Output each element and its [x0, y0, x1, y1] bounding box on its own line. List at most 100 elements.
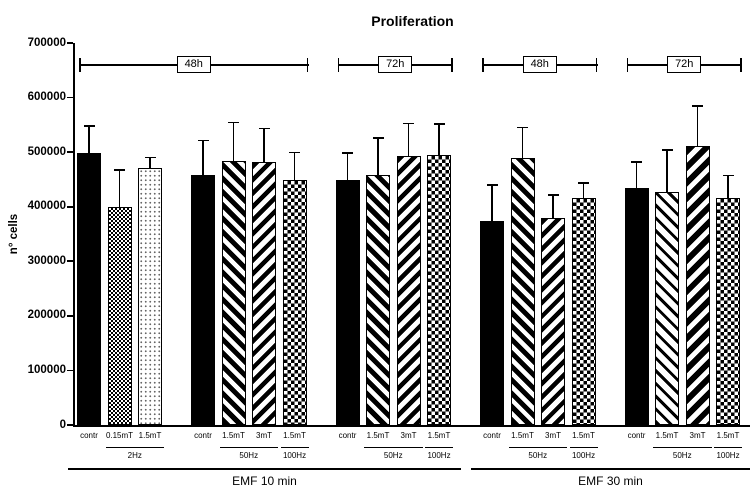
chart-title: Proliferation	[371, 13, 454, 29]
bracket-end-tick	[482, 58, 484, 72]
bar-label: 3mT	[689, 431, 706, 440]
error-bar-line	[666, 151, 668, 192]
bar-1.5mT	[716, 197, 740, 425]
bar-1.5mT	[510, 158, 535, 425]
bar-label: contr	[627, 431, 646, 440]
y-tick	[67, 260, 74, 263]
freq-label: 50Hz	[239, 451, 259, 460]
bar-1.5mT	[571, 197, 596, 425]
bar-1.5mT	[366, 175, 390, 425]
freq-label: 100Hz	[282, 451, 307, 460]
error-bar-cap	[661, 149, 673, 152]
bracket-label: 48h	[522, 55, 557, 73]
bar-label: contr	[338, 431, 357, 440]
bar-label: 1.5mT	[366, 431, 390, 440]
error-bar-line	[232, 123, 235, 161]
error-bar-line	[552, 195, 554, 219]
freq-underline	[569, 447, 598, 449]
freq-underline	[219, 447, 278, 449]
y-tick-label: 200000	[27, 309, 66, 322]
y-tick-label: 600000	[27, 91, 66, 104]
bracket-end-tick	[740, 58, 742, 72]
bracket-end-tick	[451, 58, 453, 72]
bar-label: contr	[80, 431, 98, 440]
bracket-label: 72h	[378, 55, 413, 73]
freq-underline	[280, 447, 309, 449]
error-bar-line	[118, 170, 121, 207]
error-bar-cap	[722, 174, 734, 177]
error-bar-line	[377, 139, 379, 176]
error-bar-cap	[228, 121, 239, 124]
error-bar-line	[696, 106, 699, 147]
error-bar-line	[202, 141, 204, 176]
bar-3mT	[396, 155, 421, 425]
error-bar-cap	[517, 126, 528, 129]
emf-underline	[471, 468, 750, 470]
bar-3mT	[685, 146, 710, 425]
y-tick	[67, 96, 74, 99]
bar-label: contr	[483, 431, 501, 440]
error-bar-cap	[258, 127, 270, 130]
error-bar-cap	[144, 156, 156, 159]
error-bar-line	[293, 153, 296, 180]
error-bar-cap	[114, 169, 125, 171]
emf-label: EMF 10 min	[232, 474, 297, 488]
y-tick-label: 100000	[27, 363, 66, 376]
y-tick	[67, 424, 74, 426]
error-bar-cap	[372, 137, 384, 140]
freq-label: 50Hz	[528, 451, 548, 460]
bracket-end-tick	[595, 58, 598, 72]
y-tick-label: 0	[59, 418, 66, 431]
bar-label: 1.5mT	[655, 431, 679, 440]
bar-label: 0.15mT	[105, 431, 134, 440]
error-bar-cap	[547, 194, 559, 196]
bracket-label: 72h	[667, 55, 702, 73]
error-bar-cap	[578, 182, 589, 184]
bar-1.5mT	[138, 167, 162, 425]
bar-1.5mT	[221, 160, 246, 425]
error-bar-cap	[631, 161, 642, 164]
error-bar-line	[88, 127, 90, 154]
y-tick	[67, 369, 74, 372]
y-tick-label: 500000	[27, 145, 66, 158]
bracket-end-tick	[306, 58, 309, 72]
freq-label: 100Hz	[716, 451, 740, 460]
y-tick	[67, 205, 74, 208]
error-bar-cap	[692, 105, 703, 107]
freq-label: 2Hz	[127, 451, 142, 460]
freq-underline	[425, 447, 453, 449]
bar-label: 3mT	[400, 431, 417, 440]
y-tick	[67, 315, 74, 317]
bar-3mT	[541, 218, 565, 425]
error-bar-line	[438, 124, 440, 156]
y-axis	[73, 43, 75, 427]
bracket-end-tick	[79, 58, 81, 72]
bar-label: 1.5mT	[222, 431, 245, 440]
bar-contr	[335, 179, 360, 425]
error-bar-cap	[197, 139, 209, 142]
freq-underline	[653, 447, 712, 449]
error-bar-line	[263, 129, 265, 162]
error-bar-line	[727, 176, 729, 198]
bracket-end-tick	[337, 58, 340, 72]
bar-1.5mT	[282, 179, 307, 425]
bar-contr	[191, 175, 215, 425]
bar-label: 3mT	[545, 431, 561, 440]
error-bar-line	[491, 185, 493, 221]
bar-label: 1.5mT	[283, 431, 306, 440]
bracket-label: 48h	[176, 55, 211, 73]
bar-label: 1.5mT	[427, 431, 451, 440]
error-bar-cap	[342, 152, 353, 154]
error-bar-line	[582, 183, 585, 198]
freq-underline	[508, 447, 567, 449]
freq-underline	[364, 447, 423, 449]
freq-label: 50Hz	[672, 451, 692, 460]
bar-0.15mT	[107, 206, 132, 425]
bar-label: 3mT	[256, 431, 272, 440]
freq-label: 50Hz	[383, 451, 403, 460]
emf-label: EMF 30 min	[578, 474, 643, 488]
freq-underline	[714, 447, 742, 449]
bar-contr	[480, 220, 504, 425]
error-bar-cap	[403, 122, 414, 125]
